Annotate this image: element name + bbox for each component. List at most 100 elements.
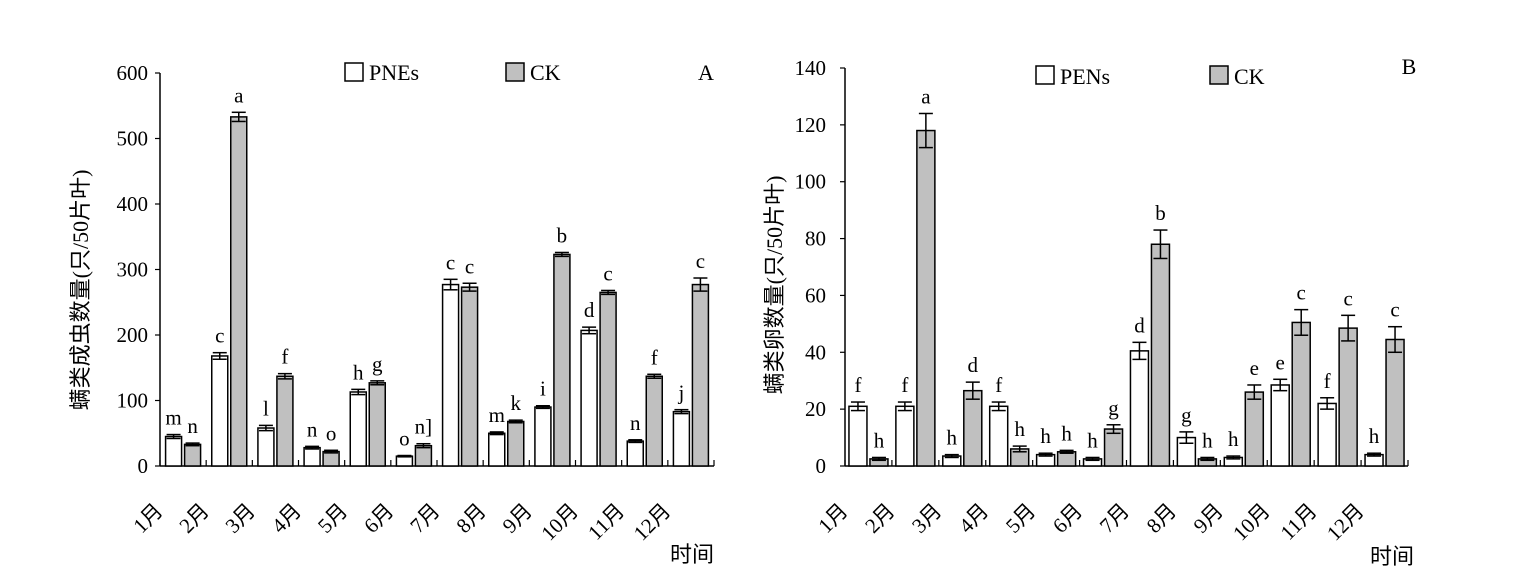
significance-label: h <box>1228 427 1239 451</box>
x-tick-label: 5月 <box>1001 499 1040 538</box>
y-tick-label: 0 <box>138 454 149 478</box>
significance-label: c <box>465 254 474 278</box>
bar-treatment <box>672 410 691 467</box>
bar-treatment <box>488 432 506 467</box>
x-tick-label: 5月 <box>313 499 352 538</box>
bar-treatment <box>580 329 598 467</box>
y-tick-label: 120 <box>795 113 827 137</box>
significance-label: a <box>921 84 931 108</box>
bar-treatment <box>988 405 1009 467</box>
y-tick-label: 300 <box>117 258 149 282</box>
x-tick-label: 11月 <box>1276 499 1322 545</box>
significance-label: h <box>1061 421 1072 445</box>
x-tick-label: 11月 <box>583 499 629 545</box>
bar-treatment <box>164 435 183 467</box>
x-tick-label: 3月 <box>221 499 260 538</box>
bar-ck <box>645 375 663 467</box>
significance-label: n <box>630 411 641 435</box>
bar-ck <box>691 283 710 467</box>
x-tick-label: 8月 <box>451 499 490 538</box>
x-tick-label: 2月 <box>174 499 213 538</box>
bar-ck <box>507 420 525 467</box>
significance-label: g <box>1108 396 1119 420</box>
significance-label: b <box>557 223 568 247</box>
y-tick-label: 100 <box>795 170 827 194</box>
x-tick-label: 7月 <box>1095 499 1134 538</box>
panel-label: A <box>698 60 714 85</box>
bar-treatment <box>303 446 321 467</box>
bar-ck <box>963 389 983 467</box>
bar-treatment <box>441 283 460 467</box>
x-tick-label: 6月 <box>1048 499 1087 538</box>
bar-ck <box>916 129 936 467</box>
bar-treatment <box>1129 350 1150 467</box>
x-tick-label: 9月 <box>498 499 537 538</box>
significance-label: n] <box>415 415 433 439</box>
significance-label: i <box>540 377 546 401</box>
y-tick-label: 400 <box>117 192 149 216</box>
x-axis-label: 时间 <box>670 542 714 567</box>
bar-ck <box>1385 338 1405 467</box>
bar-ck <box>368 382 386 467</box>
bar-treatment <box>626 440 644 467</box>
x-tick-label: 6月 <box>359 499 398 538</box>
significance-label: g <box>1181 403 1192 427</box>
significance-label: h <box>1202 428 1213 452</box>
significance-label: n <box>187 414 198 438</box>
x-tick-label: 4月 <box>954 499 993 538</box>
significance-label: f <box>995 373 1002 397</box>
x-tick-label: 4月 <box>267 499 306 538</box>
bar-treatment <box>211 355 229 467</box>
panel-label: B <box>1402 54 1417 79</box>
y-axis-label: 螨类成虫数量(只/50片叶) <box>68 170 93 411</box>
legend-swatch-treatment <box>1035 65 1055 85</box>
significance-label: h <box>1087 428 1098 452</box>
bar-ck <box>230 116 248 467</box>
legend-swatch-ck <box>1209 65 1229 85</box>
significance-label: f <box>901 373 908 397</box>
significance-label: a <box>234 83 244 107</box>
bar-treatment <box>395 455 414 467</box>
legend-swatch-treatment <box>344 62 364 82</box>
x-axis-label: 时间 <box>1370 544 1414 569</box>
significance-label: m <box>489 403 505 427</box>
y-tick-label: 140 <box>795 56 827 80</box>
x-tick-label: 8月 <box>1142 499 1181 538</box>
significance-label: d <box>968 353 979 377</box>
bar-ck <box>322 450 340 467</box>
significance-label: f <box>1324 369 1331 393</box>
bar-ck <box>1291 321 1311 467</box>
significance-label: m <box>165 406 181 430</box>
significance-label: j <box>677 381 684 405</box>
y-tick-label: 80 <box>805 227 826 251</box>
chart-panel-a: 0 100 200 300 400 500 600 螨类成虫数量(只/50片叶) 时间 A PNEs… <box>68 60 715 567</box>
significance-label: k <box>511 391 522 415</box>
y-tick-label: 600 <box>117 61 149 85</box>
bar-treatment <box>349 391 367 467</box>
significance-label: h <box>1369 424 1380 448</box>
significance-label: h <box>1040 424 1051 448</box>
significance-label: n <box>307 417 318 441</box>
significance-label: f <box>651 345 658 369</box>
x-tick-label: 1月 <box>813 499 852 538</box>
x-tick-label: 3月 <box>907 499 946 538</box>
significance-label: f <box>281 345 288 369</box>
bar-ck <box>1150 243 1171 467</box>
legend-label: PENs <box>1060 64 1110 89</box>
x-tick-label: 2月 <box>860 499 899 538</box>
y-axis-label: 螨类卵数量(只/50片叶) <box>762 176 787 395</box>
significance-label: e <box>1276 350 1285 374</box>
chart-panel-b: 0 20 40 60 80 100 120 140 螨类卵数量(只/50片叶) 时间 B PENs CK… <box>762 54 1416 569</box>
significance-label: f <box>854 373 861 397</box>
significance-label: c <box>1343 286 1352 310</box>
significance-label: c <box>215 324 224 348</box>
bar-treatment <box>1317 402 1337 467</box>
bar-ck <box>414 444 433 467</box>
y-tick-label: 100 <box>117 389 149 413</box>
significance-label: b <box>1155 201 1166 225</box>
y-tick-label: 500 <box>117 127 149 151</box>
x-tick-label: 10月 <box>1228 499 1275 546</box>
significance-label: c <box>1297 281 1306 305</box>
bar-ck <box>553 253 571 467</box>
legend-label: PNEs <box>369 60 419 85</box>
